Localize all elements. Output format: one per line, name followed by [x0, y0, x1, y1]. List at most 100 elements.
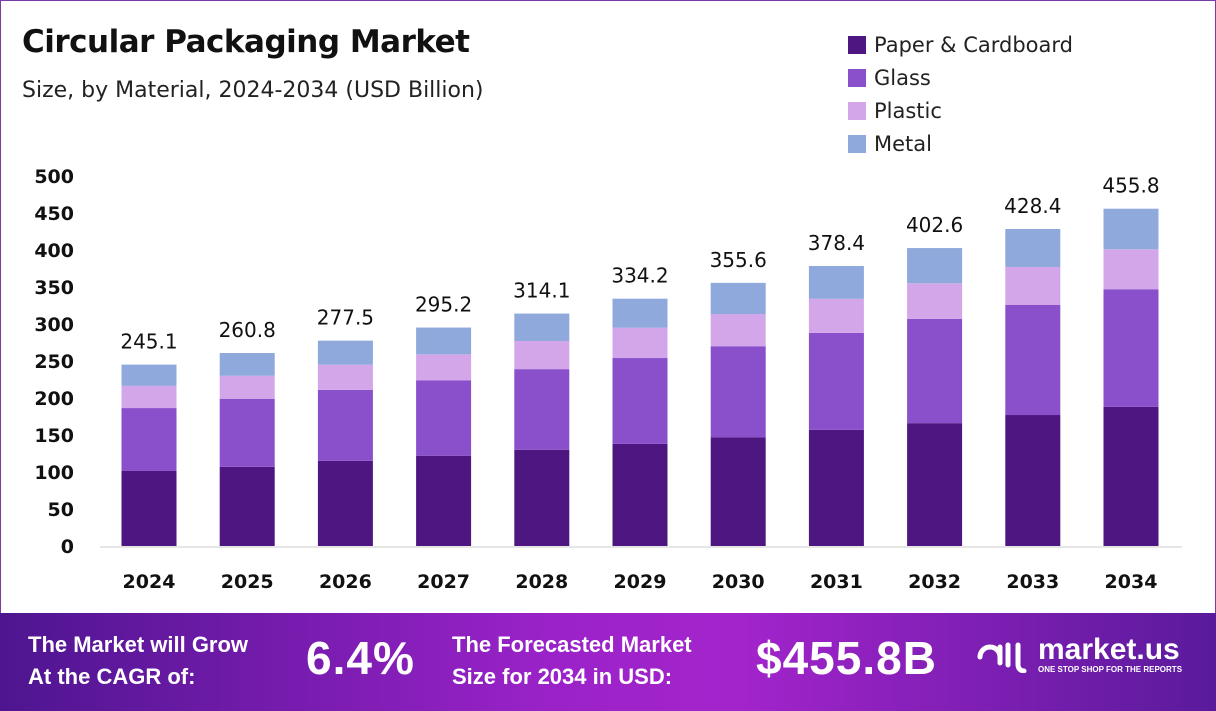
bar-total-label: 428.4: [1004, 194, 1061, 218]
bar-total-label: 402.6: [906, 213, 963, 237]
cagr-label: The Market will Grow At the CAGR of:: [28, 629, 248, 693]
legend-item-glass: Glass: [848, 61, 1073, 94]
bar-segment-plastic: [907, 283, 963, 319]
bar-segment-glass: [416, 380, 472, 456]
y-tick-label: 450: [34, 203, 74, 225]
bar-segment-metal: [416, 327, 472, 355]
legend-swatch: [848, 101, 866, 120]
legend-swatch: [848, 134, 866, 153]
bar-segment-paper-cardboard: [416, 455, 472, 546]
chart-title: Circular Packaging Market: [22, 24, 470, 60]
x-tick-label: 2030: [712, 571, 765, 593]
x-tick-label: 2034: [1105, 571, 1158, 593]
x-tick-label: 2031: [810, 571, 863, 593]
legend-label: Metal: [874, 131, 932, 156]
bar-segment-plastic: [808, 298, 864, 333]
bar-segment-metal: [612, 298, 668, 328]
bar-segment-metal: [219, 353, 275, 376]
forecast-label-line2: Size for 2034 in USD:: [452, 664, 673, 689]
bar-segment-glass: [808, 332, 864, 430]
bar-total-label: 314.1: [513, 279, 570, 303]
footer-banner: The Market will Grow At the CAGR of: 6.4…: [0, 613, 1216, 711]
bar-segment-metal: [808, 265, 864, 299]
bar-segment-paper-cardboard: [907, 423, 963, 546]
bar-segment-plastic: [416, 354, 472, 381]
bar-segment-metal: [907, 248, 963, 284]
legend-swatch: [848, 35, 866, 54]
bar-segment-metal: [317, 340, 373, 365]
x-tick-label: 2028: [515, 571, 568, 593]
bar-segment-plastic: [1103, 249, 1159, 290]
bar-segment-paper-cardboard: [121, 470, 177, 546]
y-tick-label: 250: [34, 351, 74, 373]
bar-segment-paper-cardboard: [710, 437, 766, 546]
bar-segment-metal: [1005, 228, 1061, 268]
bar-segment-paper-cardboard: [612, 443, 668, 546]
forecast-label-line1: The Forecasted Market: [452, 632, 692, 657]
bar-total-label: 455.8: [1102, 174, 1159, 198]
logo-name: market.us: [1038, 633, 1180, 666]
bar-chart: 0 50 100 150 200 250 300 350 400 450 500 245.1 2024 2…: [34, 166, 1182, 593]
legend-label: Paper & Cardboard: [874, 32, 1073, 57]
bar-segment-plastic: [612, 327, 668, 359]
forecast-value: $455.8B: [756, 632, 937, 684]
x-tick-label: 2025: [221, 571, 274, 593]
bar-total-label: 295.2: [415, 293, 472, 317]
bar-segment-metal: [121, 364, 177, 386]
y-tick-label: 100: [34, 462, 74, 484]
bar-total-label: 260.8: [219, 318, 276, 342]
bar-segment-glass: [710, 346, 766, 438]
y-tick-label: 200: [34, 388, 74, 410]
bar-segment-paper-cardboard: [1005, 415, 1061, 546]
legend-label: Glass: [874, 65, 931, 90]
cagr-value: 6.4%: [306, 632, 415, 684]
bar-total-label: 355.6: [710, 248, 767, 272]
bar-segment-glass: [1005, 304, 1061, 416]
y-tick-label: 400: [34, 240, 74, 262]
bar-segment-paper-cardboard: [317, 460, 373, 546]
legend: Paper & Cardboard Glass Plastic Metal: [848, 28, 1073, 160]
bar-segment-glass: [317, 389, 373, 461]
bar-total-label: 245.1: [120, 330, 177, 354]
chart-subtitle: Size, by Material, 2024-2034 (USD Billio…: [22, 78, 484, 103]
y-tick-label: 50: [48, 499, 74, 521]
x-tick-label: 2027: [417, 571, 470, 593]
bar-segment-paper-cardboard: [808, 429, 864, 546]
x-tick-label: 2029: [614, 571, 667, 593]
cagr-label-line1: The Market will Grow: [28, 632, 249, 657]
bar-segment-glass: [121, 408, 177, 471]
y-tick-label: 500: [34, 166, 74, 188]
bar-segment-plastic: [121, 385, 177, 409]
bar-total-label: 277.5: [317, 306, 374, 330]
bar-segment-plastic: [219, 375, 275, 399]
forecast-label: The Forecasted Market Size for 2034 in U…: [452, 629, 692, 693]
bar-segment-metal: [1103, 208, 1159, 250]
legend-label: Plastic: [874, 98, 942, 123]
x-tick-label: 2033: [1006, 571, 1059, 593]
logo-icon: [977, 642, 1027, 673]
y-tick-label: 0: [61, 536, 74, 558]
bar-segment-paper-cardboard: [514, 449, 570, 546]
market-us-logo: market.us ONE STOP SHOP FOR THE REPORTS: [976, 635, 1182, 675]
legend-item-plastic: Plastic: [848, 94, 1073, 127]
y-tick-label: 350: [34, 277, 74, 299]
x-tick-label: 2024: [123, 571, 176, 593]
bar-segment-plastic: [710, 314, 766, 347]
bar-segment-metal: [514, 313, 570, 342]
bar-segment-plastic: [317, 364, 373, 390]
bar-segment-glass: [612, 358, 668, 444]
x-tick-label: 2026: [319, 571, 372, 593]
legend-item-metal: Metal: [848, 127, 1073, 160]
bar-segment-metal: [710, 282, 766, 315]
legend-item-paper: Paper & Cardboard: [848, 28, 1073, 61]
cagr-label-line2: At the CAGR of:: [28, 664, 196, 689]
bar-total-label: 378.4: [808, 231, 865, 255]
bar-segment-glass: [514, 369, 570, 450]
y-tick-label: 150: [34, 425, 74, 447]
bar-segment-paper-cardboard: [219, 466, 275, 546]
y-tick-label: 300: [34, 314, 74, 336]
legend-swatch: [848, 68, 866, 87]
logo-tagline: ONE STOP SHOP FOR THE REPORTS: [1038, 665, 1183, 674]
bar-segment-glass: [1103, 289, 1159, 407]
bar-total-label: 334.2: [611, 264, 668, 288]
